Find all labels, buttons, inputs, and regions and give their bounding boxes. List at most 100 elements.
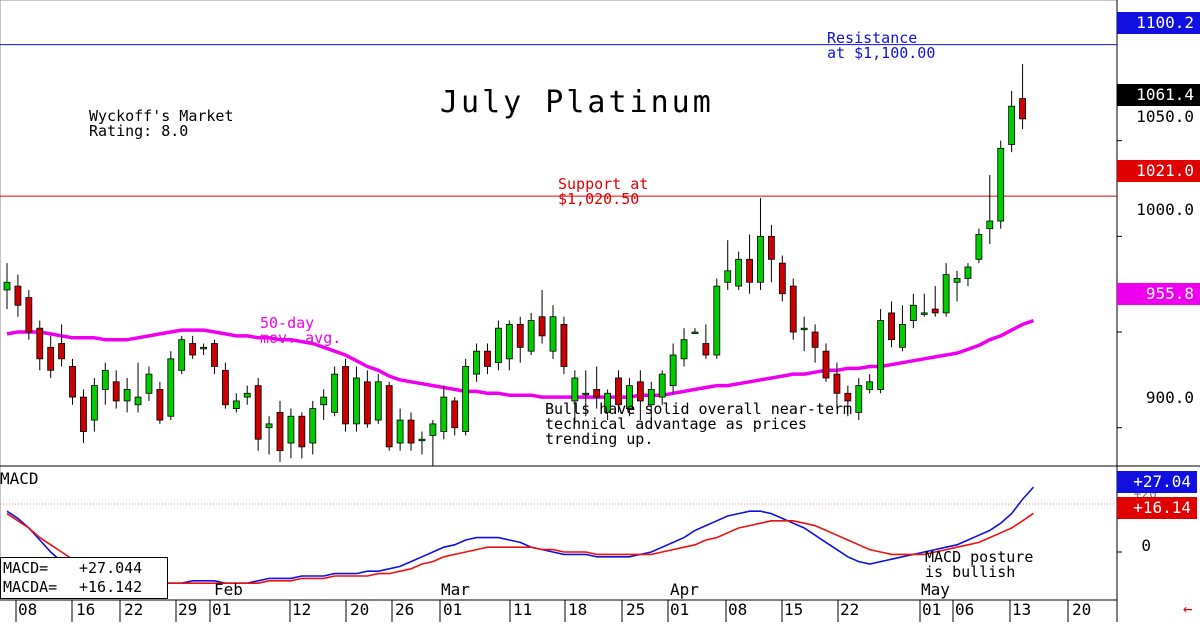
ma-price-tag: 955.8 (1117, 283, 1200, 305)
candle-body (986, 220, 994, 230)
candle (189, 335, 197, 359)
candle (14, 274, 22, 317)
candle (800, 316, 808, 352)
candle (385, 381, 393, 451)
candle-body (680, 339, 688, 360)
candle-body (156, 389, 164, 421)
x-tick-label: 18 (568, 600, 588, 619)
candle-body (14, 285, 22, 306)
candle-body (254, 385, 262, 440)
x-tick-label: 01 (443, 600, 463, 619)
candle-body (123, 389, 131, 402)
rating-annotation: Wyckoff's Market Rating: 8.0 (89, 107, 234, 140)
candle (112, 370, 120, 409)
candle (909, 293, 917, 329)
x-tick-label: 15 (784, 600, 804, 619)
candle (473, 343, 480, 382)
candle (156, 381, 164, 424)
candle-body (691, 331, 699, 334)
x-tick-label: 25 (626, 600, 646, 619)
candle-body (25, 297, 33, 333)
candle-body (134, 396, 142, 406)
candle (833, 362, 841, 409)
x-month-label: Feb (214, 580, 243, 599)
candle-body (396, 419, 404, 444)
candle (757, 198, 764, 290)
candle (407, 412, 415, 451)
candle-body (866, 381, 874, 390)
candle-body (265, 423, 273, 429)
candle (942, 263, 950, 317)
candle (167, 351, 175, 421)
macd-readout-box: MACD= +27.044 MACDA= +16.142 (0, 557, 168, 599)
candle-body (615, 377, 622, 406)
candle (516, 316, 524, 363)
candle (80, 389, 87, 444)
candle (462, 358, 470, 436)
candle (200, 343, 207, 355)
candle (221, 362, 229, 409)
candle-body (200, 346, 207, 350)
candle (374, 374, 382, 424)
candle (964, 263, 972, 287)
x-tick-label: 08 (18, 600, 38, 619)
candle (604, 389, 611, 421)
candle-body (899, 323, 906, 348)
candle (211, 339, 218, 375)
candle (363, 370, 371, 428)
candle (822, 343, 830, 382)
candle-body (309, 408, 317, 444)
x-month-label: Apr (670, 580, 699, 599)
candle (494, 320, 502, 371)
candle-body (920, 312, 928, 315)
macda-readout-label: MACDA= (3, 578, 58, 596)
candle (331, 366, 339, 417)
candle-body (484, 350, 491, 367)
resistance-annotation: Resistance at $1,100.00 (827, 29, 936, 62)
candle-body (167, 358, 175, 417)
moving-average-line (6, 318, 1035, 399)
x-tick-label: 11 (513, 600, 533, 619)
candle (560, 316, 568, 375)
candle (69, 358, 76, 405)
candle (396, 408, 404, 451)
candle (298, 412, 306, 459)
candle-body (975, 234, 983, 260)
candle-body (1008, 105, 1016, 145)
x-tick-label: 20 (1072, 600, 1092, 619)
candle-body (746, 258, 753, 283)
comment-annotation: Bulls have solid overall near-term techn… (545, 400, 853, 448)
scroll-left-arrow-icon[interactable]: ← (1183, 599, 1193, 618)
candle (90, 377, 98, 432)
candle (320, 389, 328, 421)
x-tick-label: 26 (395, 600, 415, 619)
x-month-label: May (921, 580, 950, 599)
x-tick-label: 22 (840, 600, 860, 619)
candle-body (243, 392, 251, 398)
candle (178, 335, 186, 375)
candle-body (593, 389, 601, 398)
moving-average-layer (6, 318, 1035, 399)
candle (232, 393, 240, 413)
ma-annotation: 50-day mov. avg. (260, 314, 342, 347)
candle-body (636, 381, 644, 402)
candle (353, 366, 360, 432)
candle-body (735, 258, 743, 287)
candle-body (494, 327, 502, 364)
macd-readout-label: MACD= (3, 559, 49, 577)
y-tick-label: 1050.0 (1136, 107, 1194, 126)
candle-body (626, 385, 633, 409)
candle-body (462, 366, 470, 432)
candle-body (658, 373, 666, 398)
last-price-tag: 1061.4 (1117, 84, 1200, 106)
candle-body (538, 316, 546, 337)
candle-body (47, 346, 55, 371)
candle (746, 234, 753, 294)
candle-body (571, 377, 579, 402)
candle-body (877, 320, 884, 390)
candle-body (909, 304, 917, 321)
candle (844, 385, 852, 417)
candle (440, 385, 448, 440)
macda-value-tag: +16.14 (1117, 497, 1197, 519)
